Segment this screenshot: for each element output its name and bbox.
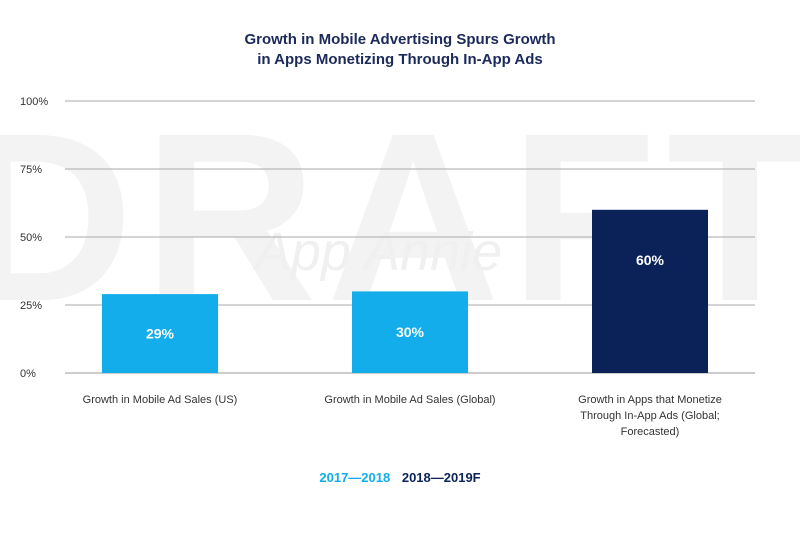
chart-title: Growth in Mobile Advertising Spurs Growt… (0, 30, 800, 70)
y-tick-label: 100% (20, 96, 48, 108)
y-tick-label: 75% (20, 164, 42, 176)
bar (102, 294, 218, 373)
y-tick-label: 25% (20, 300, 42, 312)
bar (352, 291, 468, 373)
data-label: 60% (636, 252, 665, 268)
category-label: Growth in Apps that Monetize (578, 394, 722, 406)
bar (592, 209, 708, 373)
category-label: Growth in Mobile Ad Sales (US) (83, 394, 238, 406)
y-tick-label: 0% (20, 368, 36, 380)
chart-title-line-1: Growth in Mobile Advertising Spurs Growt… (244, 31, 556, 48)
category-label: Through In-App Ads (Global; (580, 410, 719, 422)
legend: 2017—2018 2018—2019F (0, 470, 800, 485)
data-label: 30% (396, 324, 425, 340)
category-label: Growth in Mobile Ad Sales (Global) (324, 394, 495, 406)
y-tick-label: 50% (20, 232, 42, 244)
chart-title-line-2: in Apps Monetizing Through In-App Ads (257, 51, 543, 68)
legend-item-2018-2019f: 2018—2019F (401, 470, 481, 485)
data-label: 29% (146, 326, 175, 342)
category-label: Forecasted) (621, 426, 680, 438)
legend-item-2017-2018: 2017—2018 (319, 470, 391, 485)
